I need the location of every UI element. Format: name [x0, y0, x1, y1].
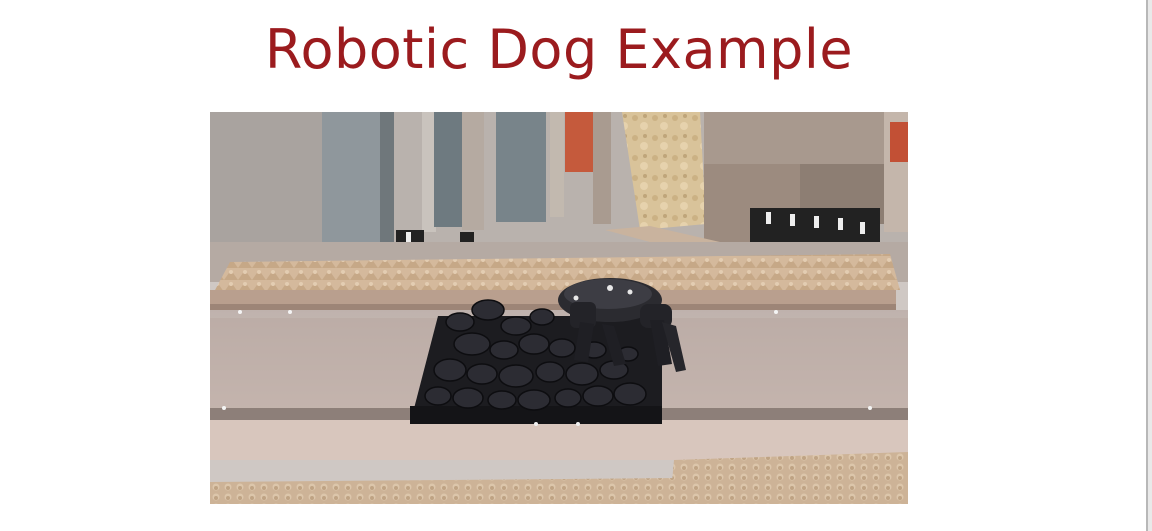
window-edge [1146, 0, 1148, 531]
window-edge-shadow [1148, 0, 1152, 531]
robot-dog-photo [210, 112, 908, 504]
slide-title: Robotic Dog Example [264, 18, 854, 81]
